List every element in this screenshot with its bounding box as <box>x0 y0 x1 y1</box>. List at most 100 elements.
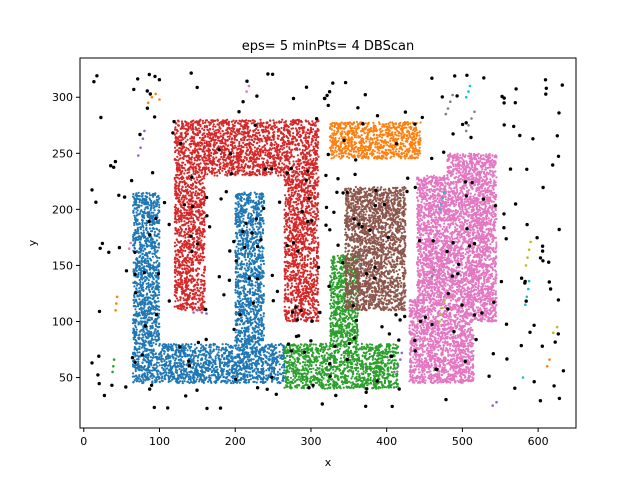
cluster-0-point <box>273 358 276 361</box>
cluster-0-point <box>156 284 159 287</box>
cluster-0-point <box>260 294 263 297</box>
cluster-0-point <box>245 320 248 323</box>
cluster-0-point <box>147 358 150 361</box>
cluster-0-point <box>140 276 143 279</box>
cluster-0-point <box>151 304 154 307</box>
cluster-1-point <box>278 163 281 166</box>
cluster-0-point <box>282 364 285 367</box>
cluster-0-point <box>260 308 263 312</box>
cluster-0-point <box>135 269 138 272</box>
cluster-0-point <box>180 359 183 362</box>
cluster-0-point <box>198 365 201 368</box>
cluster-0-point <box>166 367 169 370</box>
cluster-1-point <box>279 159 282 163</box>
cluster-0-point <box>200 366 203 369</box>
cluster-0-point <box>139 243 142 246</box>
cluster-0-point <box>156 330 159 333</box>
cluster-0-point <box>239 332 242 335</box>
cluster-0-point <box>262 259 265 262</box>
cluster-1-point <box>297 120 300 123</box>
cluster-0-point <box>199 362 202 365</box>
cluster-0-point <box>275 358 278 361</box>
cluster-0-point <box>246 353 249 356</box>
cluster-0-point <box>137 334 140 337</box>
cluster-0-point <box>187 354 190 357</box>
cluster-0-point <box>146 373 149 376</box>
cluster-0-point <box>143 354 147 357</box>
cluster-0-point <box>137 228 140 231</box>
cluster-0-point <box>144 299 147 302</box>
cluster-0-point <box>240 316 243 319</box>
cluster-1-point <box>230 127 233 130</box>
cluster-0-point <box>245 310 249 313</box>
cluster-0-point <box>256 283 259 286</box>
cluster-0-point <box>174 357 177 360</box>
cluster-0-point <box>241 338 244 341</box>
cluster-0-point <box>259 281 262 284</box>
cluster-1-point <box>296 132 299 136</box>
cluster-0-point <box>253 317 257 320</box>
cluster-0-point <box>148 227 151 230</box>
cluster-0-point <box>162 372 165 375</box>
cluster-0-point <box>135 300 138 303</box>
cluster-0-point <box>257 351 260 354</box>
cluster-0-point <box>262 298 265 301</box>
cluster-0-point <box>146 296 149 299</box>
cluster-0-point <box>209 350 212 353</box>
cluster-0-point <box>258 272 261 275</box>
cluster-0-point <box>260 194 263 197</box>
cluster-0-point <box>186 372 189 375</box>
cluster-0-point <box>140 346 143 349</box>
cluster-0-point <box>189 355 192 358</box>
cluster-0-point <box>151 244 154 247</box>
cluster-0-point <box>139 281 142 284</box>
cluster-0-point <box>235 265 238 268</box>
cluster-0-point <box>256 376 259 379</box>
cluster-0-point <box>137 198 140 201</box>
cluster-0-point <box>142 260 145 263</box>
cluster-0-point <box>209 360 212 363</box>
cluster-0-point <box>257 318 261 321</box>
cluster-1-point <box>206 173 209 176</box>
cluster-0-point <box>262 348 265 351</box>
cluster-0-point <box>260 210 263 213</box>
cluster-0-point <box>150 274 154 278</box>
cluster-0-point <box>182 361 185 364</box>
cluster-0-point <box>253 327 256 330</box>
cluster-0-point <box>256 258 259 261</box>
cluster-0-point <box>150 333 153 337</box>
cluster-0-point <box>138 311 141 314</box>
cluster-0-point <box>245 345 249 348</box>
cluster-0-point <box>145 224 148 227</box>
cluster-0-point <box>151 324 154 328</box>
cluster-0-point <box>257 310 260 313</box>
cluster-0-point <box>134 368 137 371</box>
cluster-0-point <box>237 264 240 267</box>
cluster-0-point <box>205 344 208 347</box>
cluster-0-point <box>261 300 264 303</box>
cluster-0-point <box>137 250 140 254</box>
cluster-0-point <box>145 228 148 231</box>
cluster-1-point <box>292 155 295 158</box>
cluster-1-point <box>281 142 284 145</box>
cluster-0-point <box>159 352 162 355</box>
cluster-0-point <box>250 267 253 270</box>
cluster-0-point <box>248 260 251 263</box>
cluster-0-point <box>213 380 216 383</box>
cluster-0-point <box>256 228 260 231</box>
cluster-1-point <box>209 136 212 139</box>
cluster-0-point <box>254 193 258 196</box>
cluster-0-point <box>134 267 137 270</box>
cluster-0-point <box>242 363 245 366</box>
cluster-0-point <box>137 360 140 363</box>
cluster-0-point <box>156 297 160 300</box>
cluster-0-point <box>234 291 237 294</box>
cluster-0-point <box>222 348 225 351</box>
cluster-0-point <box>145 314 148 317</box>
cluster-0-point <box>207 367 210 370</box>
cluster-0-point <box>188 347 191 350</box>
cluster-0-point <box>150 307 153 310</box>
cluster-0-point <box>139 228 142 231</box>
cluster-0-point <box>240 286 243 289</box>
cluster-0-point <box>225 362 229 365</box>
